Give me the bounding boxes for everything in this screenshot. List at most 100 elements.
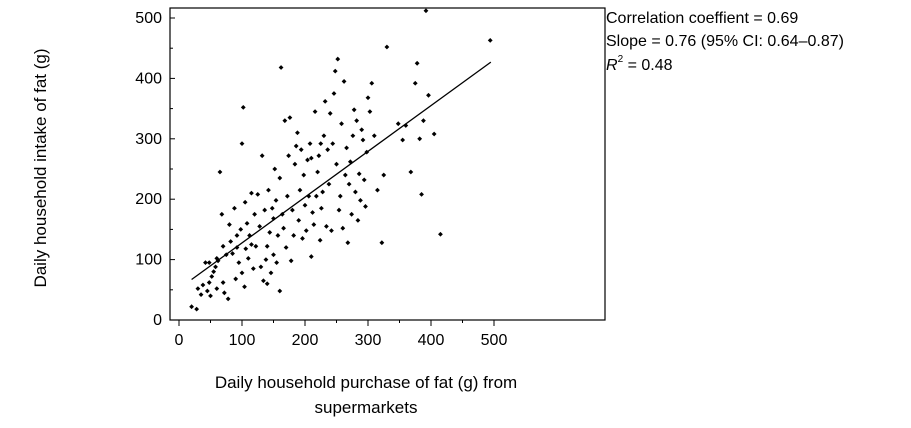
data-point: [247, 233, 252, 238]
data-point: [487, 37, 493, 43]
data-point: [292, 161, 298, 167]
x-tick-label: 400: [418, 332, 445, 349]
data-point: [245, 255, 251, 261]
data-point: [281, 225, 286, 231]
data-point: [242, 284, 247, 290]
data-point: [330, 141, 336, 147]
data-point: [384, 44, 390, 50]
data-point: [347, 159, 353, 165]
r-squared-exponent: 2: [618, 54, 624, 65]
regression-line: [191, 61, 492, 281]
data-point: [339, 121, 344, 127]
data-point: [400, 137, 406, 143]
data-point: [296, 217, 302, 223]
data-point: [317, 237, 323, 243]
data-point: [307, 141, 313, 147]
data-point: [264, 281, 270, 287]
data-point: [249, 242, 254, 247]
y-axis-title: Daily household intake of fat (g): [31, 48, 50, 287]
data-point: [206, 260, 212, 266]
data-point: [358, 198, 363, 203]
data-point: [408, 169, 414, 175]
data-point: [220, 280, 226, 285]
y-tick-label: 500: [135, 10, 162, 27]
data-point: [364, 149, 370, 155]
data-point: [349, 211, 355, 217]
data-point: [329, 228, 334, 234]
data-point: [332, 68, 338, 74]
data-point: [249, 190, 254, 196]
data-point: [273, 198, 279, 203]
data-point: [403, 123, 409, 128]
annotation-correlation: Correlation coeffient = 0.69: [606, 10, 798, 27]
data-point: [419, 191, 424, 197]
data-point: [300, 236, 305, 241]
data-point: [417, 136, 423, 142]
data-point: [302, 202, 308, 208]
data-point: [220, 243, 226, 249]
data-point: [230, 251, 235, 256]
data-point: [353, 189, 358, 195]
data-point: [365, 95, 371, 101]
y-tick-label: 100: [135, 252, 162, 269]
y-tick-label: 300: [135, 131, 162, 148]
data-point: [305, 157, 310, 163]
data-point: [356, 171, 362, 177]
data-point: [293, 143, 299, 149]
data-point: [252, 211, 257, 217]
data-point: [336, 207, 342, 213]
data-point: [327, 111, 333, 116]
data-point: [395, 121, 401, 127]
x-tick-label: 200: [292, 332, 319, 349]
data-point: [426, 92, 431, 98]
data-point: [204, 288, 210, 294]
data-point: [239, 141, 245, 147]
y-axis: 0 100 200 300 400 500: [135, 10, 175, 329]
data-point: [271, 252, 276, 258]
data-point: [272, 166, 278, 172]
data-point: [375, 187, 380, 193]
data-point: [298, 147, 304, 153]
data-point: [306, 193, 312, 199]
data-point: [262, 207, 268, 213]
r-squared-value: = 0.48: [623, 57, 672, 74]
data-point: [340, 225, 346, 231]
data-point: [219, 211, 225, 217]
data-point: [198, 292, 204, 298]
x-tick-label: 500: [481, 332, 508, 349]
y-tick-label: 400: [135, 70, 162, 87]
data-point: [310, 210, 315, 215]
data-point: [255, 191, 261, 197]
data-point: [344, 145, 349, 151]
data-point: [278, 65, 284, 70]
data-point: [234, 233, 240, 238]
data-point: [208, 293, 213, 299]
data-point: [379, 240, 385, 246]
data-point: [253, 243, 259, 249]
data-point: [295, 130, 300, 136]
data-point: [318, 205, 324, 211]
data-point: [214, 255, 220, 261]
data-point: [321, 133, 327, 139]
data-point: [228, 239, 234, 244]
data-point: [325, 147, 331, 153]
data-point: [209, 274, 215, 279]
data-point: [223, 252, 229, 258]
data-point: [369, 80, 375, 86]
data-point: [354, 118, 360, 124]
data-point: [242, 199, 248, 205]
data-point: [341, 79, 347, 84]
data-point: [322, 98, 328, 104]
data-point: [287, 115, 293, 121]
x-axis-title-line-2: supermarkets: [315, 398, 418, 417]
data-point: [324, 223, 329, 229]
data-point: [243, 246, 249, 252]
data-point: [318, 141, 324, 147]
data-point: [269, 205, 275, 211]
x-axis-title-line-1: Daily household purchase of fat (g) from: [215, 373, 517, 392]
data-point: [290, 207, 295, 213]
data-point: [282, 118, 288, 124]
data-point: [240, 104, 246, 110]
data-point: [350, 133, 356, 139]
